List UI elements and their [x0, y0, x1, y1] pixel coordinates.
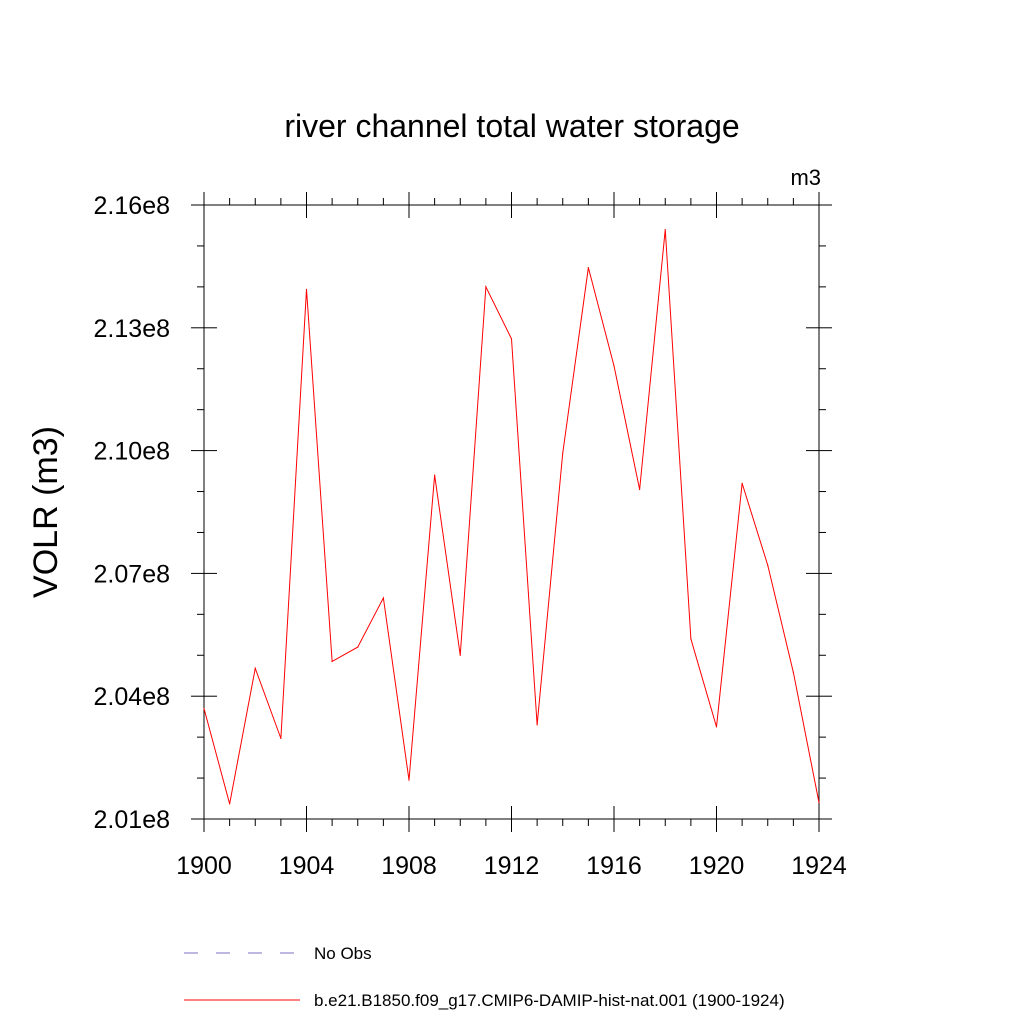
x-tick-label: 1924 [791, 852, 847, 880]
data-point [664, 228, 666, 231]
x-tick-label: 1916 [586, 852, 642, 880]
x-tick-label: 1908 [381, 852, 437, 880]
data-point [408, 779, 410, 781]
data-point [382, 597, 384, 599]
data-point [203, 707, 205, 710]
x-tick-label: 1904 [279, 852, 335, 880]
legend-label-no-obs: No Obs [314, 944, 372, 963]
data-point [613, 365, 615, 367]
x-tick-label: 1900 [176, 852, 232, 880]
y-tick-label: 2.16e8 [94, 192, 170, 220]
data-point [715, 726, 718, 728]
data-point [485, 286, 487, 288]
y-tick-label: 2.07e8 [94, 560, 170, 588]
legend-label-series: b.e21.B1850.f09_g17.CMIP6-DAMIP-hist-nat… [314, 991, 785, 1010]
chart-title: river channel total water storage [284, 108, 739, 144]
data-point [229, 803, 231, 805]
legend: No Obs b.e21.B1850.f09_g17.CMIP6-DAMIP-h… [184, 944, 785, 1010]
data-point [536, 724, 538, 726]
data-point [741, 482, 743, 484]
data-point [254, 667, 256, 669]
data-point [280, 737, 282, 739]
y-tick-label: 2.01e8 [94, 806, 170, 834]
data-point [818, 802, 820, 804]
data-point [434, 474, 436, 476]
data-point [792, 671, 794, 674]
y-axis-label: VOLR (m3) [27, 426, 65, 598]
data-point [767, 564, 769, 566]
y-tick-label: 2.13e8 [94, 315, 170, 343]
data-point [587, 267, 589, 269]
y-tick-label: 2.04e8 [94, 683, 170, 711]
series-layer [203, 228, 820, 805]
data-point [459, 654, 461, 656]
series-line [203, 229, 820, 804]
data-point [639, 488, 641, 491]
y-tick-label: 2.10e8 [94, 438, 170, 466]
plot-frame [203, 204, 820, 820]
data-point [357, 646, 359, 648]
y-axis-ticks: 2.01e8 2.04e8 2.07e8 2.10e8 2.13e8 2.16e8 [94, 192, 832, 834]
data-point [690, 638, 692, 640]
units-label: m3 [790, 165, 821, 190]
data-point [562, 452, 564, 454]
data-point [510, 338, 513, 340]
x-axis-ticks: 1900 1904 1908 1912 1916 1920 1924 [176, 192, 847, 880]
x-tick-label: 1912 [484, 852, 540, 880]
data-point [331, 660, 333, 663]
x-tick-label: 1920 [689, 852, 745, 880]
data-point [305, 288, 308, 290]
